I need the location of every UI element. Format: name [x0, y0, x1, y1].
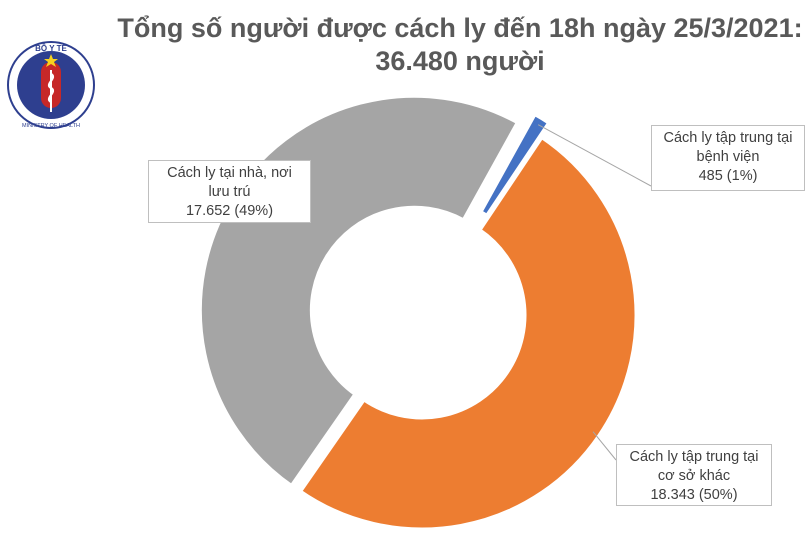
callout-home: Cách ly tại nhà, nơi lưu trú 17.652 (49%…: [148, 160, 311, 223]
title-line-1: Tổng số người được cách ly đến 18h ngày …: [117, 13, 803, 43]
callout-hospital: Cách ly tập trung tại bệnh viện 485 (1%): [651, 125, 805, 191]
logo-bottom-text: MINISTRY OF HEALTH: [22, 123, 80, 129]
callout-other-value: 18.343 (50%): [650, 487, 738, 503]
serpent-icon: [47, 73, 55, 103]
callout-hospital-line1: Cách ly tập trung tại: [663, 130, 793, 146]
logo-top-text: BỘ Y TẾ: [35, 43, 67, 53]
slice-other: [296, 133, 640, 533]
chart-title: Tổng số người được cách ly đến 18h ngày …: [110, 12, 810, 78]
leader-hospital: [537, 124, 652, 187]
callout-home-line2: lưu trú: [208, 184, 251, 200]
star-icon: [44, 54, 58, 67]
callout-hospital-value: 485 (1%): [698, 168, 758, 184]
ministry-of-health-logo: BỘ Y TẾ MINISTRY OF HEALTH: [7, 41, 95, 129]
callout-other-line1: Cách ly tập trung tại: [629, 449, 759, 465]
callout-hospital-line2: bệnh viện: [696, 149, 760, 165]
callout-other: Cách ly tập trung tại cơ sở khác 18.343 …: [616, 444, 772, 506]
callout-home-line1: Cách ly tại nhà, nơi: [167, 165, 292, 181]
callout-other-line2: cơ sở khác: [657, 468, 731, 484]
title-line-2: 36.480 người: [375, 46, 545, 76]
leader-other: [592, 431, 617, 461]
callout-home-value: 17.652 (49%): [185, 203, 274, 219]
